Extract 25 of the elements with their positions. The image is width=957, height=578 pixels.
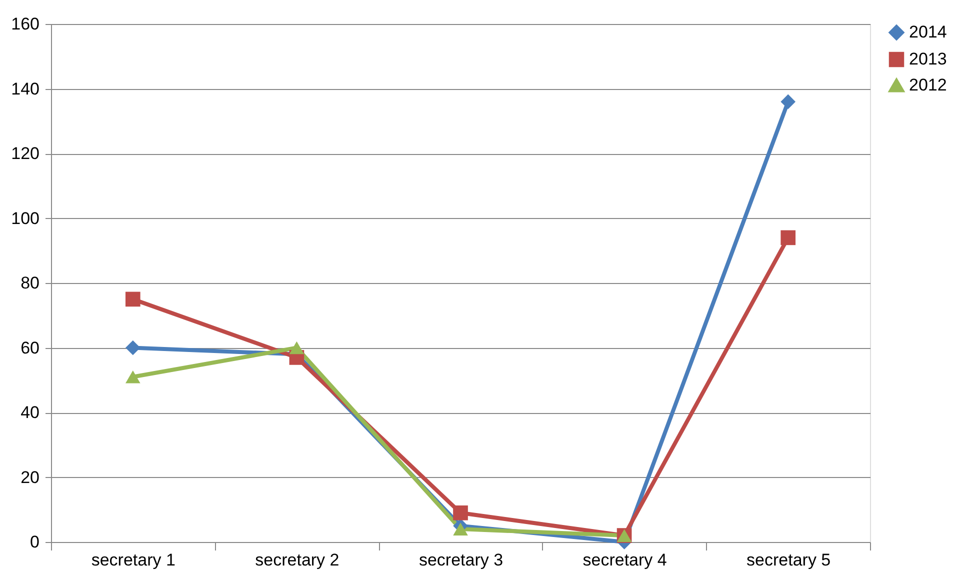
x-tick-label: secretary 5 bbox=[746, 550, 831, 570]
x-tick-label: secretary 3 bbox=[418, 550, 504, 570]
point bbox=[453, 522, 468, 536]
y-tick-label: 40 bbox=[20, 403, 40, 422]
y-tick-label: 0 bbox=[30, 532, 40, 552]
point bbox=[125, 370, 140, 384]
point bbox=[453, 505, 468, 520]
y-tick-label: 80 bbox=[20, 274, 40, 292]
y-tick-label: 160 bbox=[11, 14, 40, 34]
y-tick-label: 20 bbox=[20, 468, 40, 487]
x-tick-label: secretary 4 bbox=[582, 550, 667, 570]
point bbox=[780, 230, 796, 246]
point bbox=[125, 340, 140, 356]
y-tick-label: 140 bbox=[11, 79, 40, 98]
x-tick-label: secretary 2 bbox=[255, 550, 340, 570]
legend-label: 2014 bbox=[909, 22, 947, 42]
y-tick-label: 120 bbox=[11, 144, 40, 163]
legend-label: 2012 bbox=[909, 76, 947, 94]
y-tick-label: 60 bbox=[20, 338, 40, 358]
x-tick-label: secretary 1 bbox=[91, 550, 176, 570]
point bbox=[125, 292, 140, 307]
legend-label: 2013 bbox=[909, 50, 947, 68]
point bbox=[780, 94, 796, 110]
y-tick-label: 100 bbox=[11, 208, 40, 228]
point bbox=[289, 341, 304, 354]
